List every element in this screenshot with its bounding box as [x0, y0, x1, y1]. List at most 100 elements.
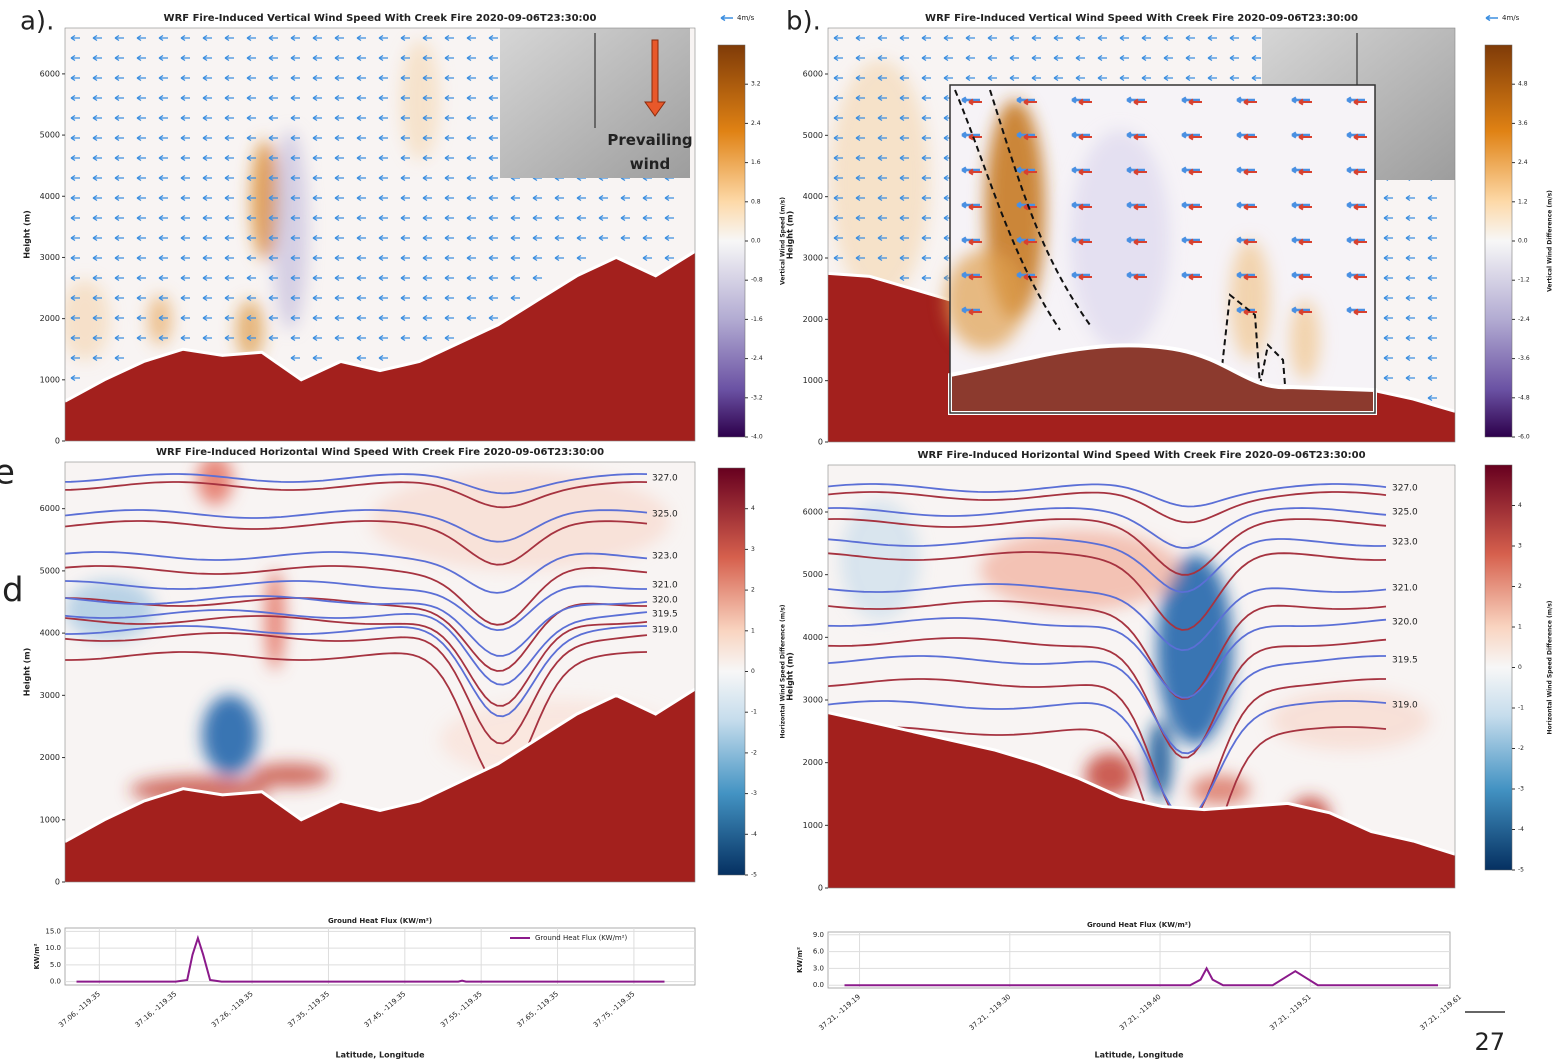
- wind-vector: [833, 94, 843, 102]
- plot-area: 327.0 325.0 323.0 321.0 320.0 319.5 319.0: [65, 462, 695, 882]
- wind-vector: [356, 314, 366, 322]
- wind-vector: [400, 214, 410, 222]
- y-tick-label: 5.0: [50, 961, 61, 969]
- wind-vector: [378, 194, 388, 202]
- wind-vector: [1133, 98, 1147, 106]
- wind-vector: [356, 134, 366, 142]
- wind-vector: [921, 234, 931, 242]
- wind-vector: [466, 94, 476, 102]
- contour-line: [65, 551, 648, 594]
- wind-vector: [202, 54, 212, 62]
- wind-vector: [598, 214, 608, 222]
- wind-vector: [136, 154, 146, 162]
- colorbar-tick-label: 1: [1518, 624, 1522, 631]
- wind-vector: [92, 154, 102, 162]
- colorbar-tick-label: -2.4: [1518, 316, 1530, 323]
- wind-vector: [422, 174, 432, 182]
- wind-vector: [1188, 98, 1202, 106]
- y-tick-label: 6.0: [813, 948, 824, 956]
- wind-vector: [290, 194, 300, 202]
- wind-vector: [290, 334, 300, 342]
- colorbar-tick-label: 3.2: [751, 81, 761, 88]
- wind-vector: [246, 254, 256, 262]
- wind-vector: [136, 214, 146, 222]
- wind-vector: [224, 94, 234, 102]
- contour-line: [828, 551, 1387, 631]
- wind-vector: [1023, 98, 1037, 106]
- colorbar-tick-label: -1.6: [751, 316, 763, 323]
- wind-vector: [356, 54, 366, 62]
- wind-vector: [720, 14, 733, 22]
- wind-vector: [268, 194, 278, 202]
- contour-line: [828, 491, 1387, 524]
- contour-label: 325.0: [1392, 508, 1418, 518]
- wind-vector: [158, 254, 168, 262]
- contour-line: [65, 565, 648, 626]
- wind-vector: [92, 134, 102, 142]
- wind-vector: [488, 174, 498, 182]
- wind-vector: [444, 294, 454, 302]
- wind-vector: [114, 214, 124, 222]
- wind-vector: [444, 194, 454, 202]
- wind-vector: [833, 34, 843, 42]
- wind-vector: [510, 254, 520, 262]
- wind-vector: [400, 334, 410, 342]
- wind-vector: [334, 194, 344, 202]
- y-tick-label: 1000: [803, 821, 823, 830]
- wind-vector: [356, 194, 366, 202]
- wind-vector: [312, 54, 322, 62]
- wind-vector: [378, 134, 388, 142]
- wind-vector: [598, 234, 608, 242]
- wind-vector: [180, 194, 190, 202]
- wind-vector: [1243, 203, 1257, 211]
- wind-vector: [400, 114, 410, 122]
- wind-vector: [1427, 194, 1437, 202]
- wind-vector: [136, 274, 146, 282]
- wind-vector: [921, 34, 931, 42]
- wind-vector: [400, 34, 410, 42]
- wind-vector: [114, 334, 124, 342]
- wind-vector: [356, 234, 366, 242]
- y-tick-label: 0.0: [50, 978, 61, 986]
- wind-vector: [70, 94, 80, 102]
- field-blob: [1270, 690, 1430, 750]
- wind-vector: [70, 134, 80, 142]
- wind-vector: [224, 74, 234, 82]
- wind-vector: [855, 134, 865, 142]
- chart-title: WRF Fire-Induced Horizontal Wind Speed W…: [156, 447, 604, 458]
- wind-vector: [855, 94, 865, 102]
- wind-vector: [899, 54, 909, 62]
- wind-vector: [92, 214, 102, 222]
- wind-vector: [136, 74, 146, 82]
- wind-vector: [422, 54, 432, 62]
- y-tick-label: 5000: [803, 570, 823, 579]
- wind-vector: [1243, 238, 1257, 246]
- contour-line: [65, 615, 648, 707]
- y-tick-label: 5000: [40, 566, 60, 575]
- wind-vector: [202, 314, 212, 322]
- plot-frame: [64, 27, 696, 442]
- wind-vector: [312, 214, 322, 222]
- wind-vector: [488, 294, 498, 302]
- wind-vector: [1188, 238, 1202, 246]
- wind-vector: [642, 254, 652, 262]
- wind-vector: [1078, 168, 1092, 176]
- wind-vector: [136, 314, 146, 322]
- wind-vector: [466, 314, 476, 322]
- contour-line: [828, 655, 1386, 755]
- y-tick-label: 0: [55, 437, 60, 446]
- wind-vector: [488, 34, 498, 42]
- y-tick-label: 4000: [40, 629, 60, 638]
- wind-vector: [114, 114, 124, 122]
- wind-vector: [965, 74, 975, 82]
- colorbar-tick-label: -5: [751, 872, 757, 879]
- wind-vector: [356, 294, 366, 302]
- contour-label: 323.0: [1392, 538, 1418, 548]
- wind-vector: [400, 134, 410, 142]
- wind-vector: [921, 194, 931, 202]
- wind-vector: [1023, 238, 1037, 246]
- wind-vector: [466, 54, 476, 62]
- colorbar-tick-label: 2: [751, 587, 755, 594]
- wind-vector: [136, 94, 146, 102]
- wind-vector: [1207, 34, 1217, 42]
